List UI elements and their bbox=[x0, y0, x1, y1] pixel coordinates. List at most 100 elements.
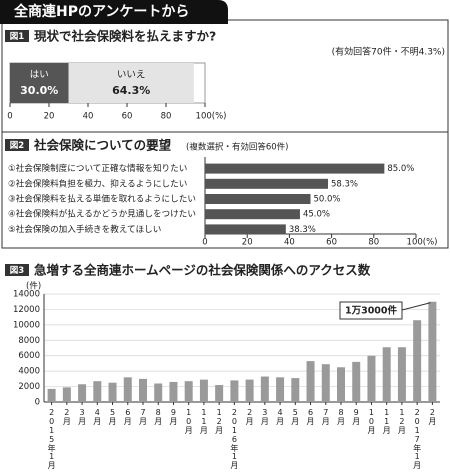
bar bbox=[337, 367, 345, 402]
bar bbox=[205, 209, 300, 220]
x-tick-label: 4月 bbox=[93, 408, 102, 426]
y-tick-label: 10000 bbox=[13, 320, 40, 330]
x-tick-label: 12月 bbox=[397, 408, 406, 435]
annotation-box bbox=[339, 301, 403, 320]
x-tick-label: 2016年1月 bbox=[230, 408, 239, 470]
y-tick-label: 2000 bbox=[18, 382, 40, 392]
value-label: 58.3% bbox=[331, 179, 358, 189]
x-tick-label: 4月 bbox=[276, 408, 285, 426]
bar bbox=[205, 224, 286, 235]
x-tick-label: 40 bbox=[284, 238, 295, 248]
x-tick-label: 6月 bbox=[306, 408, 315, 426]
value-label: 50.0% bbox=[314, 195, 341, 205]
bar bbox=[367, 355, 376, 402]
value-label: 38.3% bbox=[289, 225, 316, 235]
value-label: 30.0% bbox=[20, 84, 58, 97]
x-tick-label: 5月 bbox=[108, 408, 117, 426]
x-tick-label: 2月 bbox=[428, 408, 437, 426]
category-label: ④社会保険料が払えるかどうか見通しをつけたい bbox=[8, 208, 196, 220]
bar bbox=[413, 320, 422, 402]
bar bbox=[230, 380, 239, 402]
x-tick-label: 7月 bbox=[321, 408, 330, 426]
chart-subtitle: (複数選択・有効回答60件) bbox=[186, 142, 288, 153]
segment-name: はい bbox=[30, 70, 49, 81]
value-label: 64.3% bbox=[112, 84, 150, 97]
chart-title: 現状で社会保険料を払えますか? bbox=[34, 29, 216, 44]
bar bbox=[62, 387, 71, 402]
chart-subtitle: (有効回答70件・不明4.3%) bbox=[332, 46, 445, 58]
bar bbox=[245, 379, 254, 402]
x-tick-label: 80 bbox=[161, 112, 172, 122]
bar bbox=[78, 384, 87, 402]
bar bbox=[260, 376, 269, 402]
segment-name: いいえ bbox=[117, 70, 146, 81]
category-label: ②社会保険料負担を極力、抑えるようにしたい bbox=[8, 177, 187, 189]
x-tick-label: 100(%) bbox=[407, 238, 438, 248]
x-tick-label: 9月 bbox=[169, 408, 178, 426]
bar bbox=[154, 383, 163, 402]
bar bbox=[276, 377, 285, 402]
x-tick-label: 3月 bbox=[260, 408, 269, 426]
x-tick-label: 10月 bbox=[367, 408, 376, 435]
x-tick-label: 10月 bbox=[184, 408, 193, 435]
x-tick-label: 40 bbox=[83, 112, 94, 122]
bar bbox=[205, 178, 329, 189]
x-tick-label: 0 bbox=[202, 238, 207, 248]
y-tick-label: 14000 bbox=[13, 290, 40, 300]
category-label: ⑤社会保険の加入手続きを教えてほしい bbox=[8, 223, 161, 235]
x-tick-label: 8月 bbox=[337, 408, 346, 426]
figure-label: 図3 bbox=[10, 266, 25, 276]
x-tick-label: 100(%) bbox=[196, 112, 227, 122]
figure-label: 図2 bbox=[10, 141, 25, 151]
y-axis-label: (件) bbox=[26, 281, 41, 292]
figure-badge bbox=[5, 139, 29, 151]
bar bbox=[205, 163, 385, 174]
bar bbox=[169, 381, 178, 402]
figure-badge bbox=[5, 264, 29, 276]
x-tick-label: 9月 bbox=[352, 408, 361, 426]
header-tab bbox=[0, 0, 228, 24]
x-tick-label: 2015年1月 bbox=[47, 408, 56, 470]
x-tick-label: 7月 bbox=[139, 408, 148, 426]
x-tick-label: 80 bbox=[368, 238, 379, 248]
y-tick-label: 12000 bbox=[13, 305, 40, 315]
category-label: ①社会保険制度について正確な情報を知りたい bbox=[8, 162, 187, 174]
bar bbox=[215, 385, 224, 402]
x-tick-label: 12月 bbox=[215, 408, 224, 435]
y-tick-label: 8000 bbox=[18, 336, 40, 346]
header-title: 全商連HPのアンケートから bbox=[13, 3, 189, 20]
bar bbox=[123, 377, 132, 402]
x-tick-label: 2月 bbox=[62, 408, 71, 426]
figure-label: 図1 bbox=[10, 32, 25, 42]
bar bbox=[139, 378, 147, 402]
bar bbox=[428, 301, 437, 402]
value-label: 45.0% bbox=[303, 210, 330, 220]
x-tick-label: 0 bbox=[7, 112, 12, 122]
x-tick-label: 11月 bbox=[382, 408, 391, 435]
y-tick-label: 4000 bbox=[18, 367, 40, 377]
bar bbox=[108, 382, 117, 402]
bar bbox=[397, 347, 406, 402]
x-tick-label: 8月 bbox=[154, 408, 163, 426]
figure-badge bbox=[5, 30, 29, 42]
y-tick-label: 6000 bbox=[18, 351, 40, 361]
bar bbox=[205, 194, 311, 204]
bar bbox=[93, 381, 102, 402]
bar bbox=[352, 361, 361, 402]
bar bbox=[306, 361, 315, 402]
chart-title: 急増する全商連ホームページの社会保険関係へのアクセス数 bbox=[34, 263, 371, 278]
category-label: ③社会保険料を払える単価を取れるようにしたい bbox=[8, 193, 196, 205]
bar bbox=[291, 378, 300, 402]
x-tick-label: 60 bbox=[122, 112, 133, 122]
chart-title: 社会保険についての要望 bbox=[33, 138, 172, 153]
x-tick-label: 3月 bbox=[78, 408, 87, 426]
bar bbox=[184, 381, 193, 402]
annotation-pointer bbox=[401, 302, 431, 311]
x-tick-label: 20 bbox=[242, 238, 253, 248]
bar-segment bbox=[68, 63, 194, 103]
x-tick-label: 20 bbox=[44, 112, 55, 122]
bar bbox=[199, 379, 208, 402]
x-tick-label: 60 bbox=[326, 238, 337, 248]
x-tick-label: 2月 bbox=[245, 408, 254, 426]
